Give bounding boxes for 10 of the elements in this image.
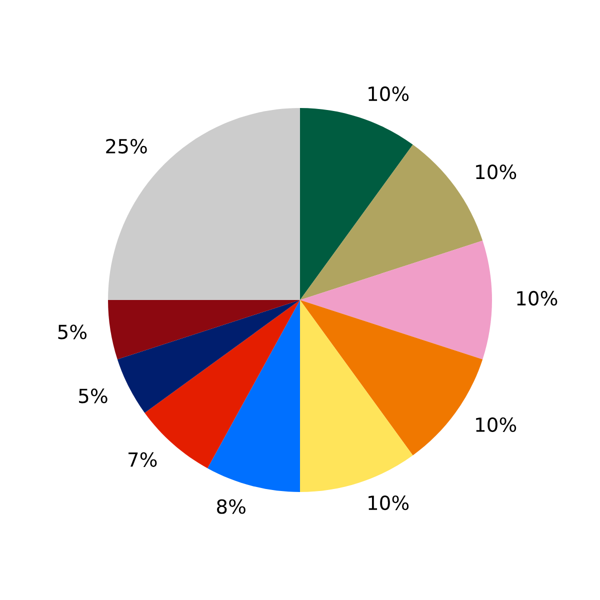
data-label: 10% xyxy=(476,164,516,180)
data-label: 10% xyxy=(368,495,409,510)
data-label: 8% xyxy=(216,499,246,514)
data-label: 5% xyxy=(79,388,108,404)
data-label: 10% xyxy=(368,86,409,102)
data-label: 10% xyxy=(517,290,558,306)
data-label: 5% xyxy=(58,324,87,340)
data-label: 7% xyxy=(128,452,157,467)
data-label: 10% xyxy=(476,417,516,432)
data-label: 25% xyxy=(106,138,147,154)
